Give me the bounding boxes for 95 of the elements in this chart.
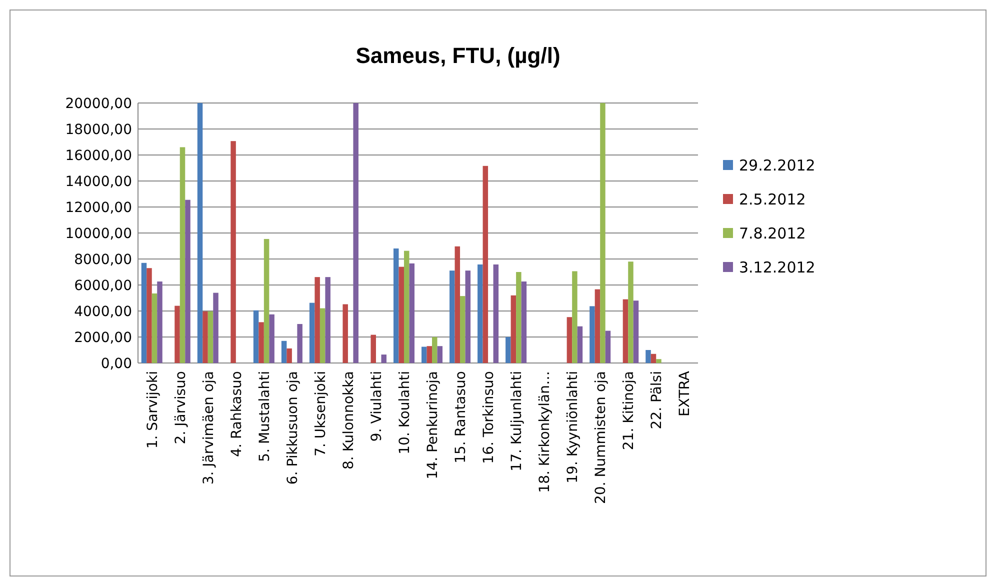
x-tick-label: 14. Penkurinoja (424, 371, 441, 480)
bar (572, 271, 578, 363)
bar (622, 299, 628, 363)
bar (409, 263, 414, 363)
bar (465, 270, 471, 363)
bar (264, 238, 270, 363)
x-tick-label: 20. Nummisten oja (592, 371, 609, 504)
x-tick-label: 5. Mustalahti (256, 371, 273, 462)
bar (208, 311, 214, 363)
bar (281, 340, 287, 363)
x-tick-label: 21. Kitinoja (621, 371, 638, 450)
bar (258, 322, 264, 363)
y-tick-label: 14000,00 (65, 174, 132, 190)
y-tick-label: 16000,00 (65, 148, 132, 164)
bar (478, 264, 483, 363)
bar (482, 166, 488, 363)
x-tick-label: 9. Viulahti (368, 371, 385, 442)
bar (628, 262, 634, 363)
bar (342, 304, 348, 363)
y-tick-label: 4000,00 (74, 304, 132, 320)
bar (656, 359, 662, 363)
x-tick-label: 15. Rantasuo (452, 371, 469, 464)
bar (157, 281, 162, 363)
bar (202, 311, 208, 363)
bar (633, 300, 639, 363)
x-tick-label: 1. Sarvijoki (144, 371, 161, 449)
bar (230, 141, 236, 363)
bar (432, 337, 438, 363)
bar (286, 348, 292, 363)
x-tick-label: 18. Kirkonkylän… (536, 371, 553, 493)
bar (460, 296, 466, 363)
bar (404, 250, 410, 363)
bar (594, 289, 600, 363)
x-tick-label: 22. Pälsi (649, 371, 666, 430)
bar (393, 248, 399, 363)
bar (454, 246, 460, 363)
bar (450, 270, 455, 363)
bar (146, 268, 152, 363)
bar (493, 264, 499, 363)
bar (213, 292, 218, 363)
x-tick-label: 3. Järvimäen oja (200, 371, 217, 485)
bar (314, 277, 320, 363)
bar (398, 266, 404, 363)
bar (309, 302, 315, 363)
x-tick-label: 7. Uksenjoki (312, 371, 329, 456)
bar (381, 354, 386, 363)
y-tick-label: 0,00 (100, 356, 132, 372)
bar (510, 295, 516, 363)
bar (437, 346, 443, 363)
bar (426, 346, 432, 363)
bar (325, 277, 330, 363)
x-tick-label: 4. Rahkasuo (228, 371, 245, 457)
bar (506, 337, 511, 363)
x-tick-label: EXTRA (677, 370, 694, 416)
bar (600, 103, 606, 363)
legend-label: 7.8.2012 (739, 224, 806, 242)
bar (185, 200, 190, 363)
bar (566, 317, 572, 363)
legend-label: 3.12.2012 (739, 258, 816, 276)
bar (353, 103, 358, 363)
y-tick-label: 6000,00 (74, 278, 132, 294)
bar (521, 281, 527, 363)
bar (605, 330, 611, 363)
y-tick-label: 20000,00 (65, 96, 132, 112)
x-tick-label: 16. Torkinsuo (480, 371, 497, 464)
y-tick-label: 2000,00 (74, 330, 132, 346)
bar (197, 103, 203, 363)
y-tick-label: 12000,00 (65, 200, 132, 216)
x-tick-label: 19. Kyyniönlahti (564, 371, 581, 484)
bar (516, 272, 522, 363)
bar (320, 308, 326, 363)
x-tick-label: 8. Kulonnokka (340, 371, 357, 470)
bar (646, 350, 651, 363)
bar (269, 314, 274, 363)
x-tick-label: 2. Järvisuo (172, 371, 189, 444)
bar (650, 354, 656, 363)
y-tick-label: 8000,00 (74, 252, 132, 268)
x-tick-label: 17. Kuljunlahti (508, 371, 525, 472)
y-tick-label: 10000,00 (65, 226, 132, 242)
chart-title: Sameus, FTU, (µg/l) (356, 43, 560, 68)
bar (253, 310, 259, 363)
bar (577, 326, 583, 363)
y-tick-label: 18000,00 (65, 122, 132, 138)
bar (422, 346, 427, 363)
bar (180, 147, 186, 363)
x-tick-label: 10. Koulahti (396, 371, 413, 454)
bar (297, 324, 302, 363)
bar (174, 306, 180, 363)
legend-label: 29.2.2012 (739, 156, 816, 174)
bar (590, 306, 595, 363)
bar (152, 293, 158, 363)
legend-label: 2.5.2012 (739, 190, 806, 208)
bar (370, 334, 376, 363)
bar (141, 262, 147, 363)
x-tick-label: 6. Pikkusuon oja (284, 371, 301, 485)
